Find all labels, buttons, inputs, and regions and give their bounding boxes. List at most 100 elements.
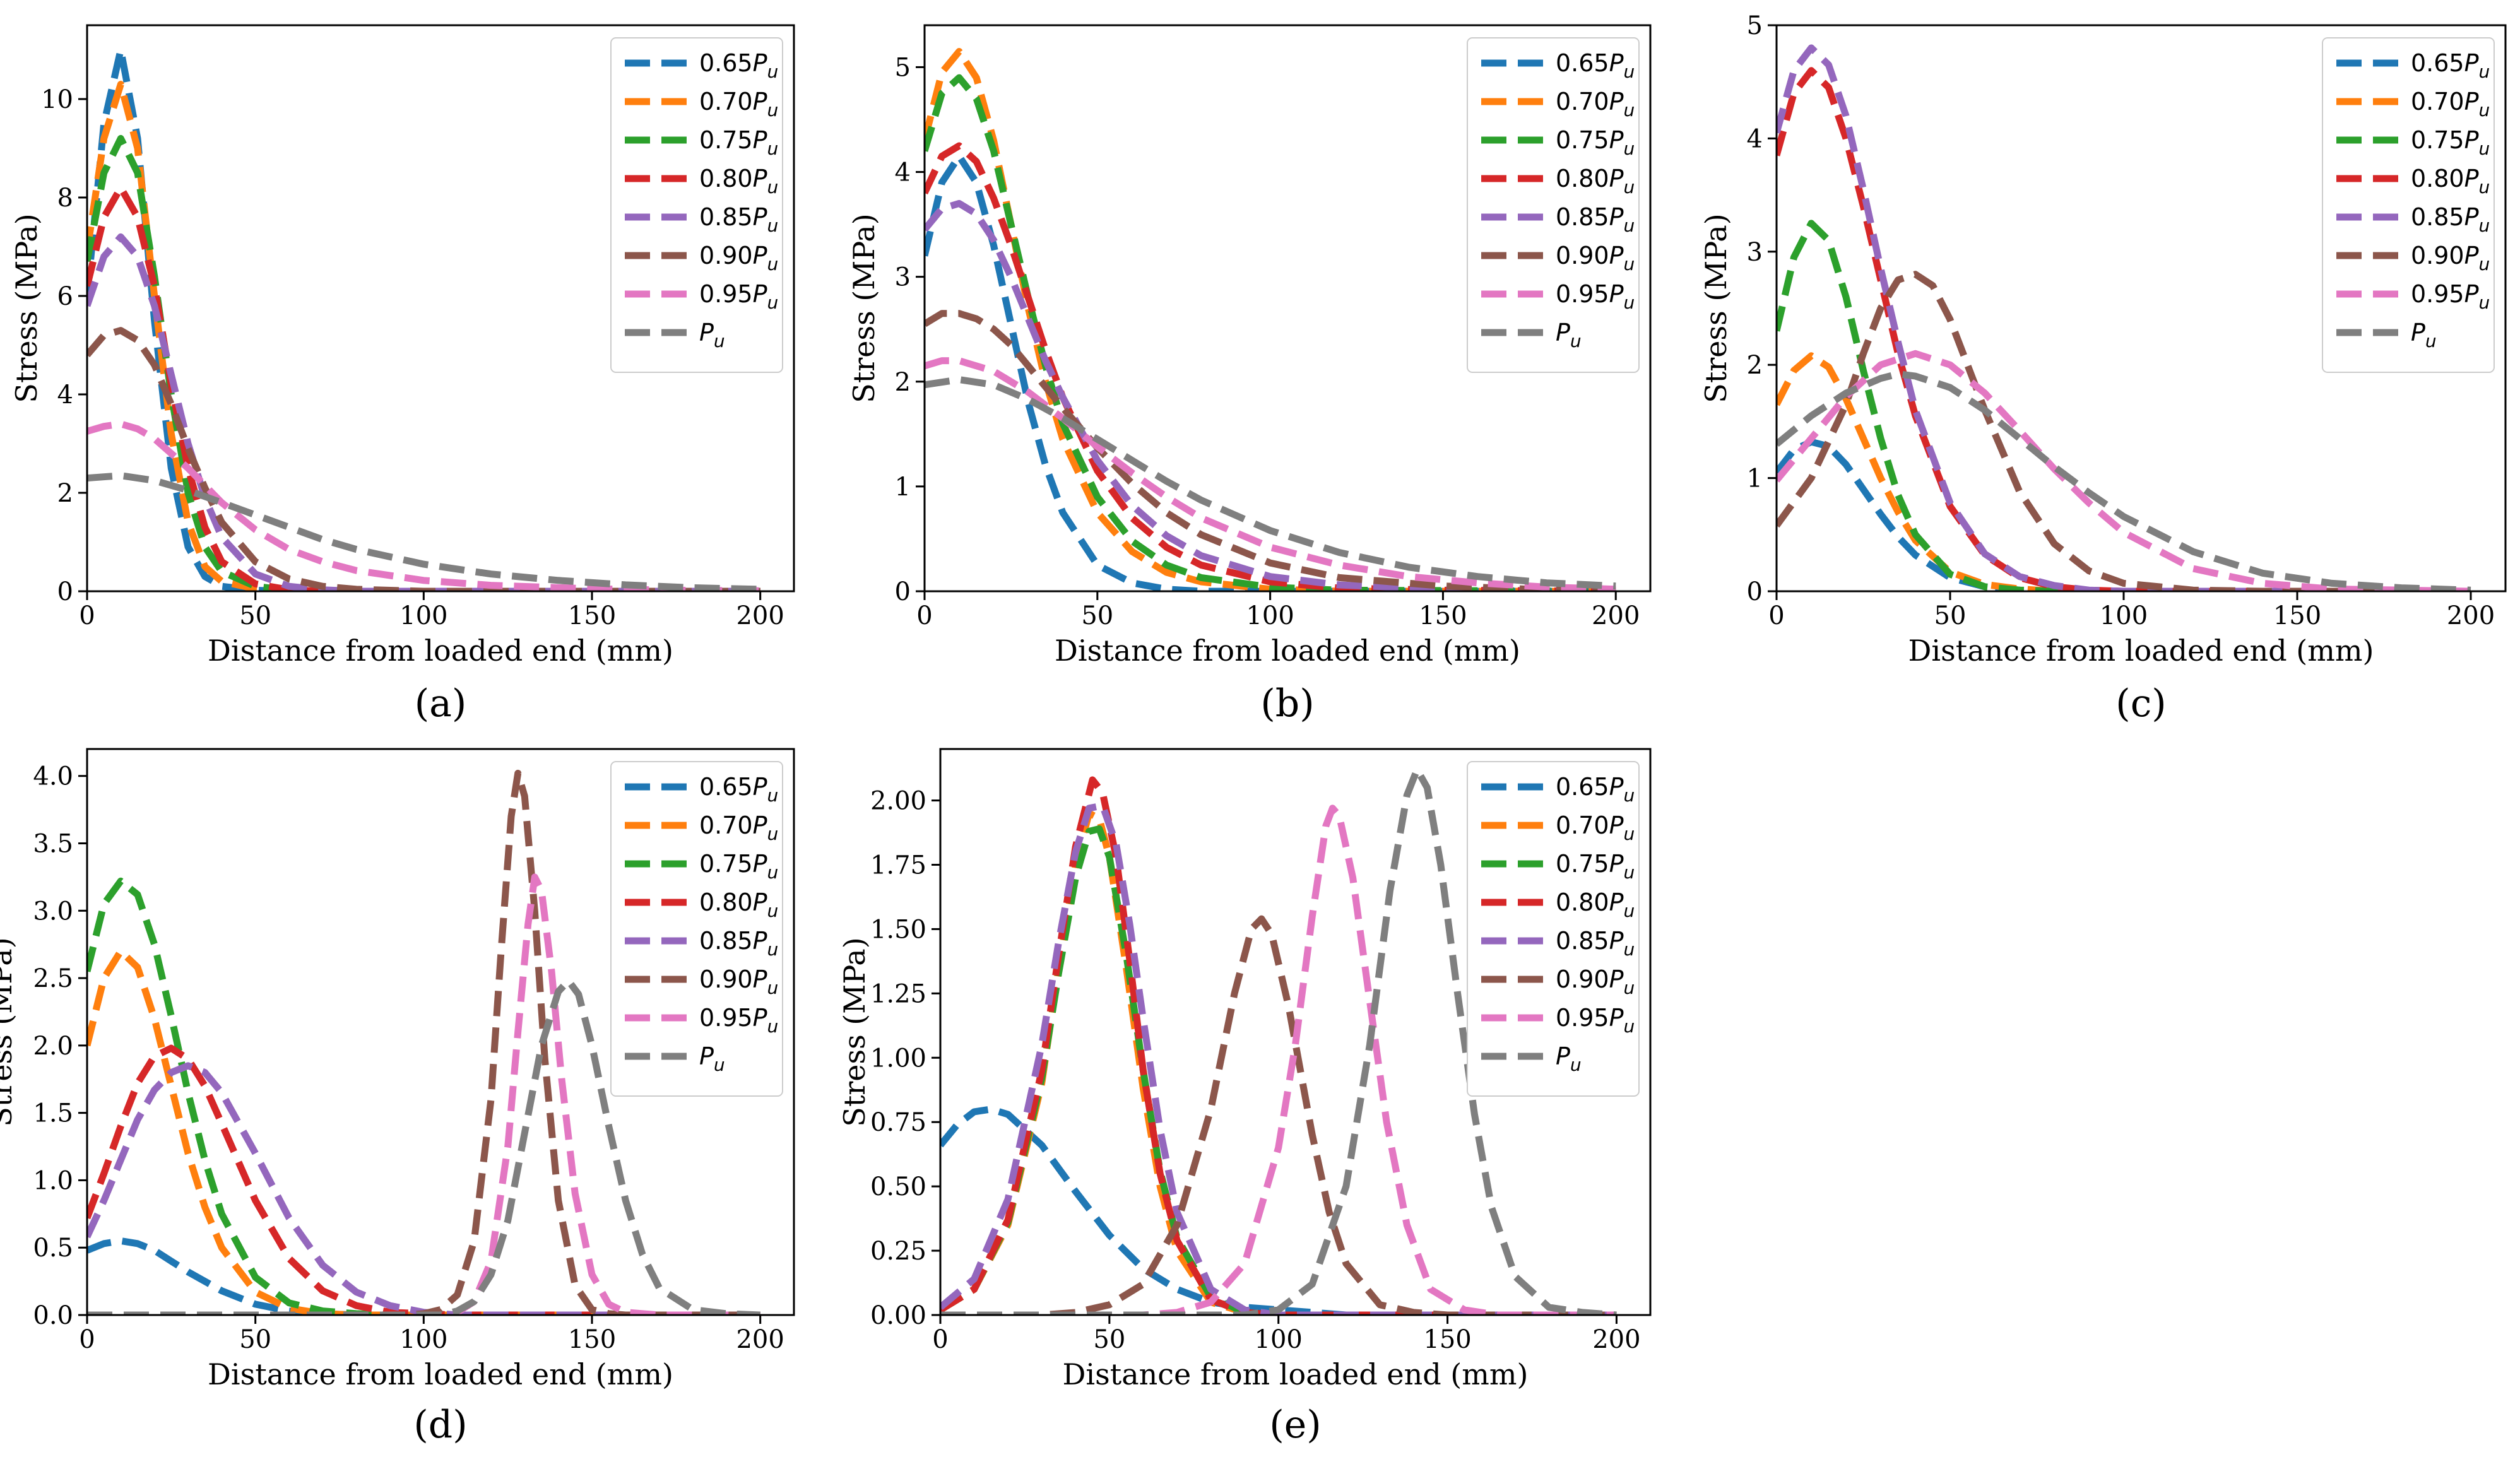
- legend-sub: u: [1624, 215, 1635, 236]
- legend-entry-0.90Pu: 0.90Pu: [1556, 965, 1635, 998]
- y-tick-label: 2.00: [870, 787, 926, 816]
- legend-entry-0.95Pu: 0.95Pu: [2411, 280, 2490, 313]
- series-line-0.70Pu: [1777, 352, 2471, 591]
- x-tick-label: 150: [2273, 601, 2321, 630]
- x-axis-title: Distance from loaded end (mm): [1055, 634, 1520, 668]
- legend-sub: u: [1624, 254, 1635, 274]
- legend-prefix: 0.75: [2411, 126, 2464, 154]
- legend-entry-0.80Pu: 0.80Pu: [2411, 165, 2490, 198]
- series-line-0.70Pu: [87, 81, 760, 591]
- legend-sub: u: [2479, 138, 2490, 159]
- legend-var: P: [753, 850, 767, 878]
- legend-prefix: 0.90: [1556, 965, 1609, 993]
- series-line-0.75Pu: [1777, 220, 2471, 591]
- legend-prefix: 0.70: [699, 811, 753, 839]
- legend-entry-0.65Pu: 0.65Pu: [1556, 49, 1635, 82]
- y-tick-label: 0: [1747, 577, 1763, 606]
- legend-prefix: 0.95: [2411, 280, 2464, 308]
- legend-sub: u: [1624, 177, 1635, 198]
- y-tick-label: 1.0: [33, 1166, 73, 1195]
- y-tick-label: 6: [57, 282, 73, 311]
- legend-prefix: 0.70: [1556, 88, 1609, 115]
- legend-prefix: 0.95: [699, 1004, 753, 1032]
- x-tick-label: 150: [1419, 601, 1467, 630]
- legend-sub: u: [767, 862, 779, 883]
- y-axis-title: Stress (MPa): [9, 213, 44, 403]
- legend-var: P: [1609, 126, 1624, 154]
- legend-sub: u: [1570, 331, 1582, 351]
- y-tick-label: 1.50: [870, 915, 926, 944]
- legend-sub: u: [1624, 1016, 1635, 1037]
- legend-sub: u: [767, 177, 779, 198]
- legend-sub: u: [767, 823, 779, 844]
- legend-sub: u: [1624, 785, 1635, 806]
- y-tick-label: 2: [895, 368, 911, 397]
- legend-sub: u: [1624, 138, 1635, 159]
- legend-sub: u: [1624, 823, 1635, 844]
- x-tick-label: 200: [1592, 601, 1640, 630]
- legend: 0.65Pu0.70Pu0.75Pu0.80Pu0.85Pu0.90Pu0.95…: [610, 761, 783, 1097]
- y-tick-label: 1.00: [870, 1044, 926, 1073]
- panel-label: (b): [1260, 681, 1314, 726]
- legend-var: P: [753, 49, 767, 77]
- series-line-0.90Pu: [87, 769, 760, 1315]
- legend-sub: u: [767, 785, 779, 806]
- legend-entry-0.85Pu: 0.85Pu: [699, 203, 778, 236]
- x-axis-title: Distance from loaded end (mm): [1063, 1357, 1529, 1391]
- x-tick-label: 150: [568, 601, 616, 630]
- legend-var: P: [1609, 773, 1624, 801]
- legend-var: P: [1556, 1042, 1570, 1070]
- y-axis-title: Stress (MPa): [837, 937, 872, 1126]
- plot-frame: [923, 24, 1652, 593]
- legend-var: P: [2464, 126, 2479, 154]
- series-line-0.65Pu: [87, 1237, 760, 1315]
- legend-sub: u: [767, 100, 779, 121]
- y-tick-label: 2: [57, 479, 73, 508]
- series-line-0.85Pu: [87, 1062, 760, 1315]
- legend-prefix: 0.80: [2411, 165, 2464, 192]
- plot-frame: [86, 748, 795, 1316]
- y-tick-label: 2.5: [33, 964, 73, 993]
- legend-prefix: 0.70: [1556, 811, 1609, 839]
- x-axis-title: Distance from loaded end (mm): [208, 634, 673, 668]
- legend-var: P: [699, 1042, 714, 1070]
- series-line-Pu: [925, 376, 1616, 590]
- legend-prefix: 0.90: [1556, 242, 1609, 269]
- series-line-0.85Pu: [87, 233, 760, 591]
- y-tick-label: 8: [57, 184, 73, 213]
- y-tick-label: 3: [1747, 238, 1763, 267]
- legend-entry-0.70Pu: 0.70Pu: [1556, 811, 1635, 844]
- legend-prefix: 0.80: [699, 165, 753, 192]
- legend-prefix: 0.65: [699, 773, 753, 801]
- series-line-0.65Pu: [925, 153, 1616, 591]
- series-line-0.90Pu: [87, 327, 760, 591]
- legend-entry-0.95Pu: 0.95Pu: [1556, 1004, 1635, 1037]
- panel-label: (e): [1269, 1403, 1321, 1447]
- legend-prefix: 0.70: [699, 88, 753, 115]
- legend-box: [610, 761, 783, 1097]
- legend-box: [610, 37, 783, 373]
- legend-var: P: [753, 965, 767, 993]
- series-line-0.70Pu: [87, 947, 760, 1315]
- legend-entry-0.85Pu: 0.85Pu: [699, 927, 778, 960]
- legend-var: P: [753, 811, 767, 839]
- x-tick-label: 50: [1081, 601, 1113, 630]
- legend-prefix: 0.80: [699, 888, 753, 916]
- y-tick-label: 0.75: [870, 1108, 926, 1137]
- legend-var: P: [2464, 88, 2479, 115]
- legend-var: P: [2411, 319, 2425, 346]
- legend-sub: u: [767, 254, 779, 274]
- legend-entry-Pu: Pu: [1556, 1042, 1582, 1075]
- panel-label: (d): [413, 1403, 467, 1447]
- legend-entry-0.75Pu: 0.75Pu: [699, 126, 778, 159]
- legend-var: P: [1609, 203, 1624, 231]
- legend-var: P: [1609, 888, 1624, 916]
- x-tick-label: 50: [239, 1325, 271, 1354]
- legend-sub: u: [767, 138, 779, 159]
- legend-prefix: 0.80: [1556, 165, 1609, 192]
- x-tick-label: 200: [2447, 601, 2495, 630]
- legend-sub: u: [767, 939, 779, 960]
- y-tick-label: 10: [41, 85, 73, 114]
- legend-sub: u: [2479, 254, 2490, 274]
- legend-entry-0.85Pu: 0.85Pu: [2411, 203, 2490, 236]
